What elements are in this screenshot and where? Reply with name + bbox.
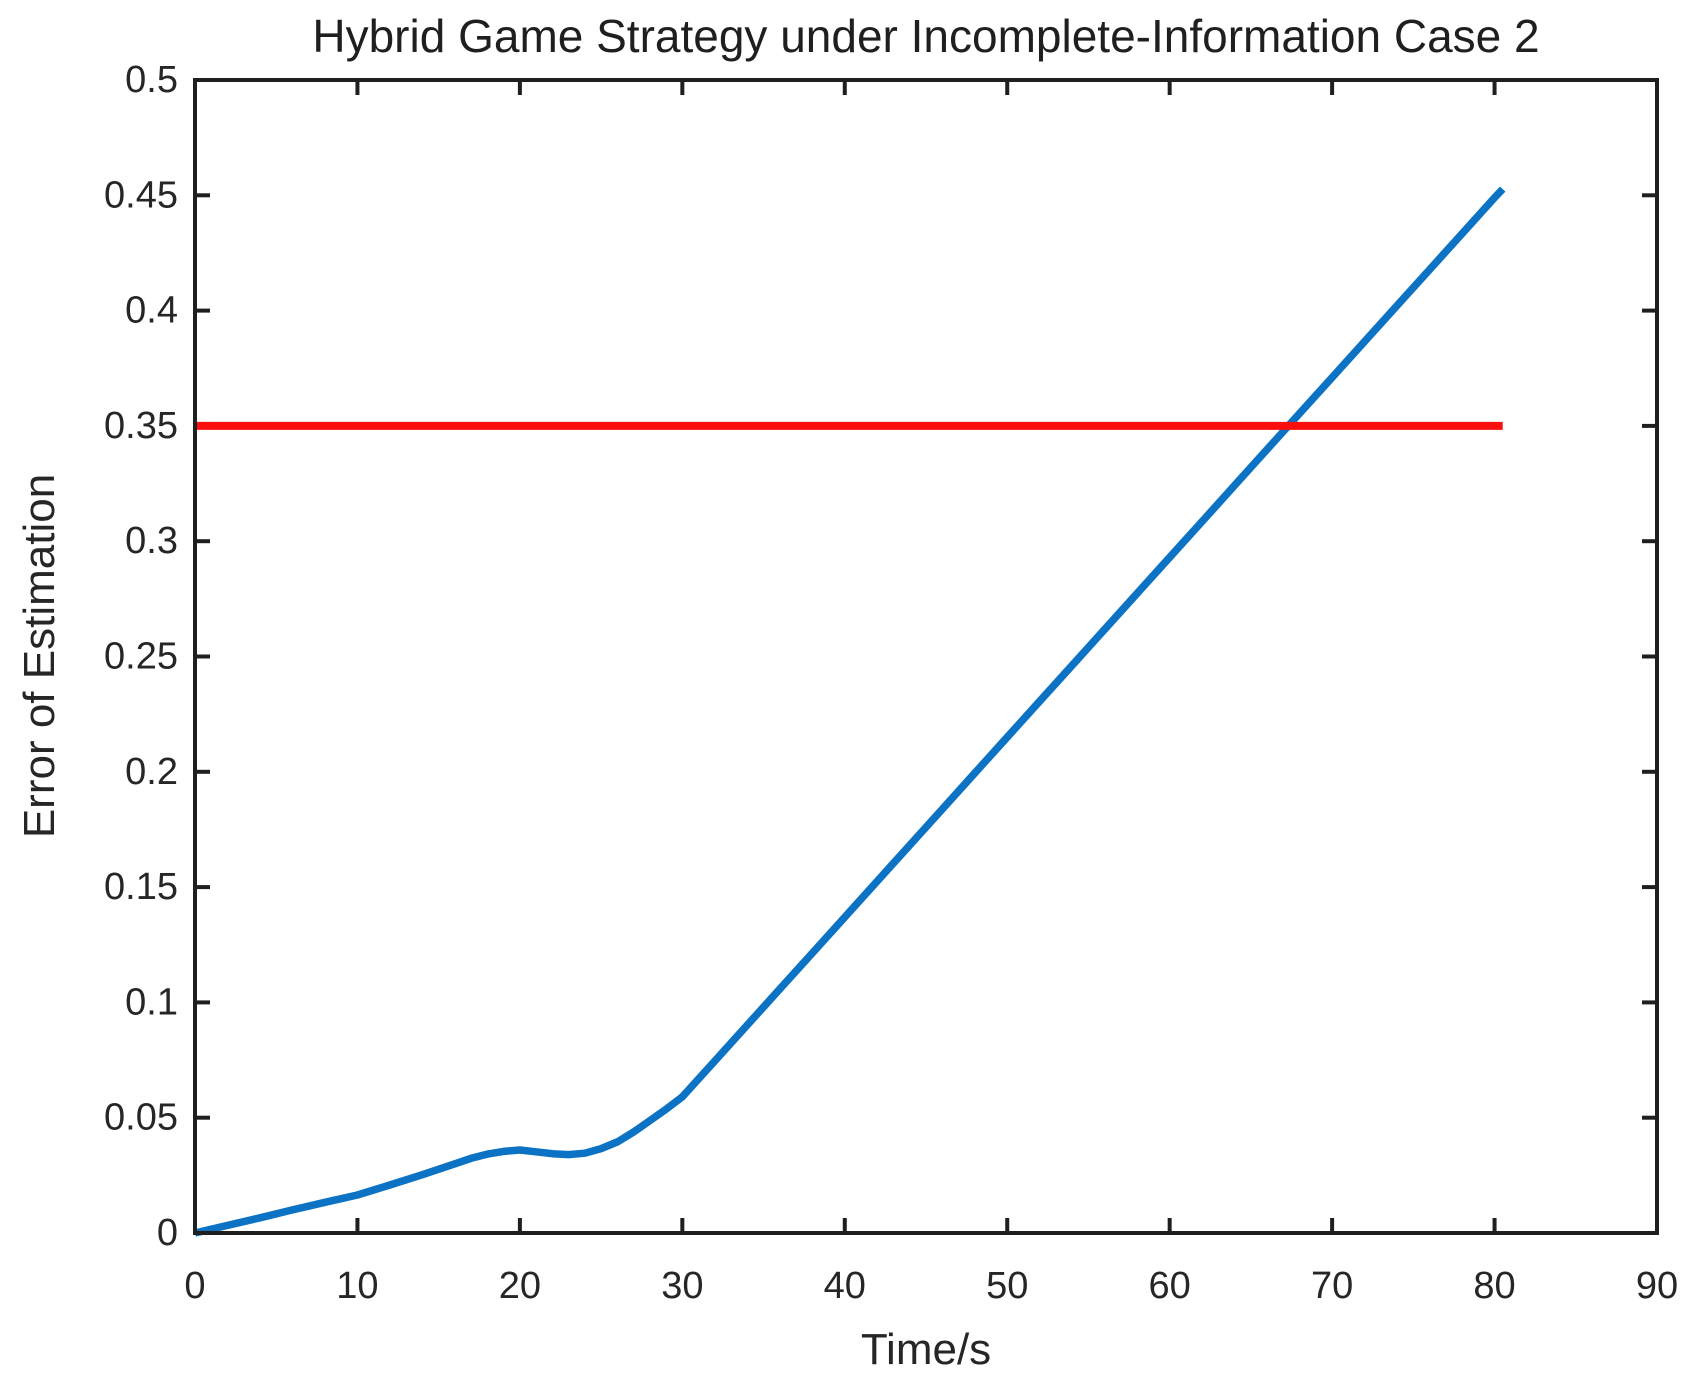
x-tick-label: 60 bbox=[1149, 1265, 1191, 1307]
y-tick-label: 0.1 bbox=[125, 981, 178, 1023]
y-tick-label: 0.15 bbox=[104, 866, 178, 908]
x-tick-label: 50 bbox=[986, 1265, 1028, 1307]
y-tick-label: 0 bbox=[157, 1212, 178, 1254]
x-tick-label: 20 bbox=[499, 1265, 541, 1307]
x-tick-label: 0 bbox=[184, 1265, 205, 1307]
x-tick-label: 40 bbox=[824, 1265, 866, 1307]
x-tick-label: 70 bbox=[1311, 1265, 1353, 1307]
series-lines bbox=[194, 186, 1506, 1237]
x-axis-label: Time/s bbox=[860, 1325, 992, 1374]
y-tick-label: 0.45 bbox=[104, 174, 178, 216]
y-tick-label: 0.25 bbox=[104, 636, 178, 678]
series-line-estimation-error bbox=[194, 186, 1506, 1237]
y-tick-label: 0.35 bbox=[104, 405, 178, 447]
plot-border bbox=[193, 78, 1659, 1235]
y-tick-label: 0.05 bbox=[104, 1097, 178, 1139]
axis-ticks: 0 10 20 30 40 50 60 70 80 90 0 0.05 0.1 0.15 0.2 0.25 0.… bbox=[104, 59, 1678, 1307]
y-tick-label: 0.4 bbox=[125, 290, 178, 332]
x-tick-label: 90 bbox=[1636, 1265, 1678, 1307]
x-tick-label: 80 bbox=[1473, 1265, 1515, 1307]
x-tick-label: 30 bbox=[661, 1265, 703, 1307]
y-tick-label: 0.2 bbox=[125, 751, 178, 793]
y-tick-label: 0.3 bbox=[125, 520, 178, 562]
chart-title: Hybrid Game Strategy under Incomplete-In… bbox=[312, 10, 1540, 62]
x-tick-label: 10 bbox=[336, 1265, 378, 1307]
y-tick-label: 0.5 bbox=[125, 59, 178, 101]
